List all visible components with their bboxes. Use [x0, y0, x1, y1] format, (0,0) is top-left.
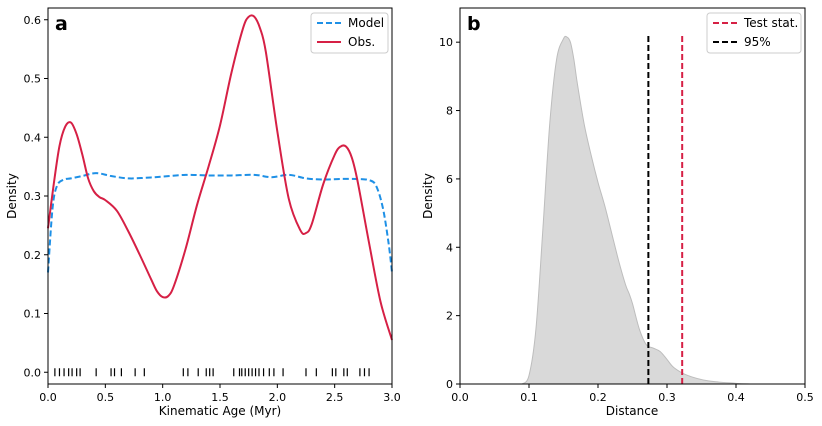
panel-b-ytick-label: 10: [439, 36, 453, 49]
panel-b-frame: [459, 7, 806, 385]
panel-a-ytick-label: 0.6: [24, 14, 42, 27]
panel-b-ytick-label: 4: [446, 241, 453, 254]
panel-b-x-ticks: 0.0 0.1 0.2 0.3 0.4 0.5: [451, 384, 814, 404]
panel-a-ytick-label: 0.5: [24, 73, 42, 86]
panel-b-xtick-label: 0.3: [658, 391, 676, 404]
panel-a-rug: [54, 368, 370, 377]
panel-b-xtick-label: 0.2: [589, 391, 607, 404]
panel-b-legend-test-label: Test stat.: [743, 16, 798, 30]
panel-b-ytick-label: 8: [446, 105, 453, 118]
panel-b-ytick-label: 0: [446, 378, 453, 391]
panel-b-xtick-label: 0.5: [796, 391, 814, 404]
panel-b-legend-95-label: 95%: [744, 35, 771, 49]
panel-a-legend-obs-label: Obs.: [348, 35, 375, 49]
panel-a-ytick-label: 0.0: [24, 366, 42, 379]
panel-b-legend-box: [706, 12, 802, 54]
panel-a-xtick-label: 1.0: [154, 391, 172, 404]
panel-b-ylabel: Density: [421, 173, 435, 219]
panel-a-xtick-label: 2.5: [326, 391, 344, 404]
panel-a-ylabel: Density: [5, 173, 19, 219]
panel-a-xtick-label: 0.5: [97, 391, 115, 404]
panel-a-ytick-label: 0.4: [24, 131, 42, 144]
panel-a-x-ticks: 0.0 0.5 1.0 1.5 2.0 2.5 3.0: [39, 384, 401, 404]
panel-b-legend: Test stat. 95%: [706, 12, 802, 54]
panel-a-legend-model-label: Model: [348, 16, 384, 30]
panel-a-label: a: [55, 13, 68, 35]
panel-a-xtick-label: 1.5: [211, 391, 229, 404]
panel-a-ytick-label: 0.2: [24, 249, 42, 262]
panel-b: 0.0 0.1 0.2 0.3 0.4 0.5 0 2 4 6 8 10 b Distance De…: [421, 7, 814, 418]
panel-a: 0.0 0.5 1.0 1.5 2.0 2.5 3.0 0.0 0.1 0.2 0.3 0.4 0.5…: [5, 7, 401, 418]
panel-a-model-line: [47, 172, 393, 273]
panel-b-ytick-label: 2: [446, 310, 453, 323]
panel-a-xtick-label: 3.0: [383, 391, 401, 404]
panel-b-xtick-label: 0.0: [451, 391, 469, 404]
panel-b-label: b: [467, 13, 481, 35]
panel-b-xlabel: Distance: [606, 404, 658, 418]
panel-a-xlabel: Kinematic Age (Myr): [159, 404, 281, 418]
panel-b-xtick-label: 0.1: [520, 391, 538, 404]
panel-b-y-ticks: 0 2 4 6 8 10: [439, 36, 460, 391]
panel-b-xtick-label: 0.4: [727, 391, 745, 404]
panel-a-legend: Model Obs.: [310, 12, 389, 54]
panel-a-obs-line: [47, 14, 393, 341]
panel-b-ytick-label: 6: [446, 173, 453, 186]
panel-a-plot-area: [48, 8, 392, 384]
panel-a-xtick-label: 2.0: [269, 391, 287, 404]
panel-a-ytick-label: 0.3: [24, 190, 42, 203]
panel-a-ytick-label: 0.1: [24, 308, 42, 321]
panel-a-xtick-label: 0.0: [39, 391, 57, 404]
panel-b-density-area: [521, 35, 750, 385]
panel-a-y-ticks: 0.0 0.1 0.2 0.3 0.4 0.5 0.6: [24, 14, 48, 379]
